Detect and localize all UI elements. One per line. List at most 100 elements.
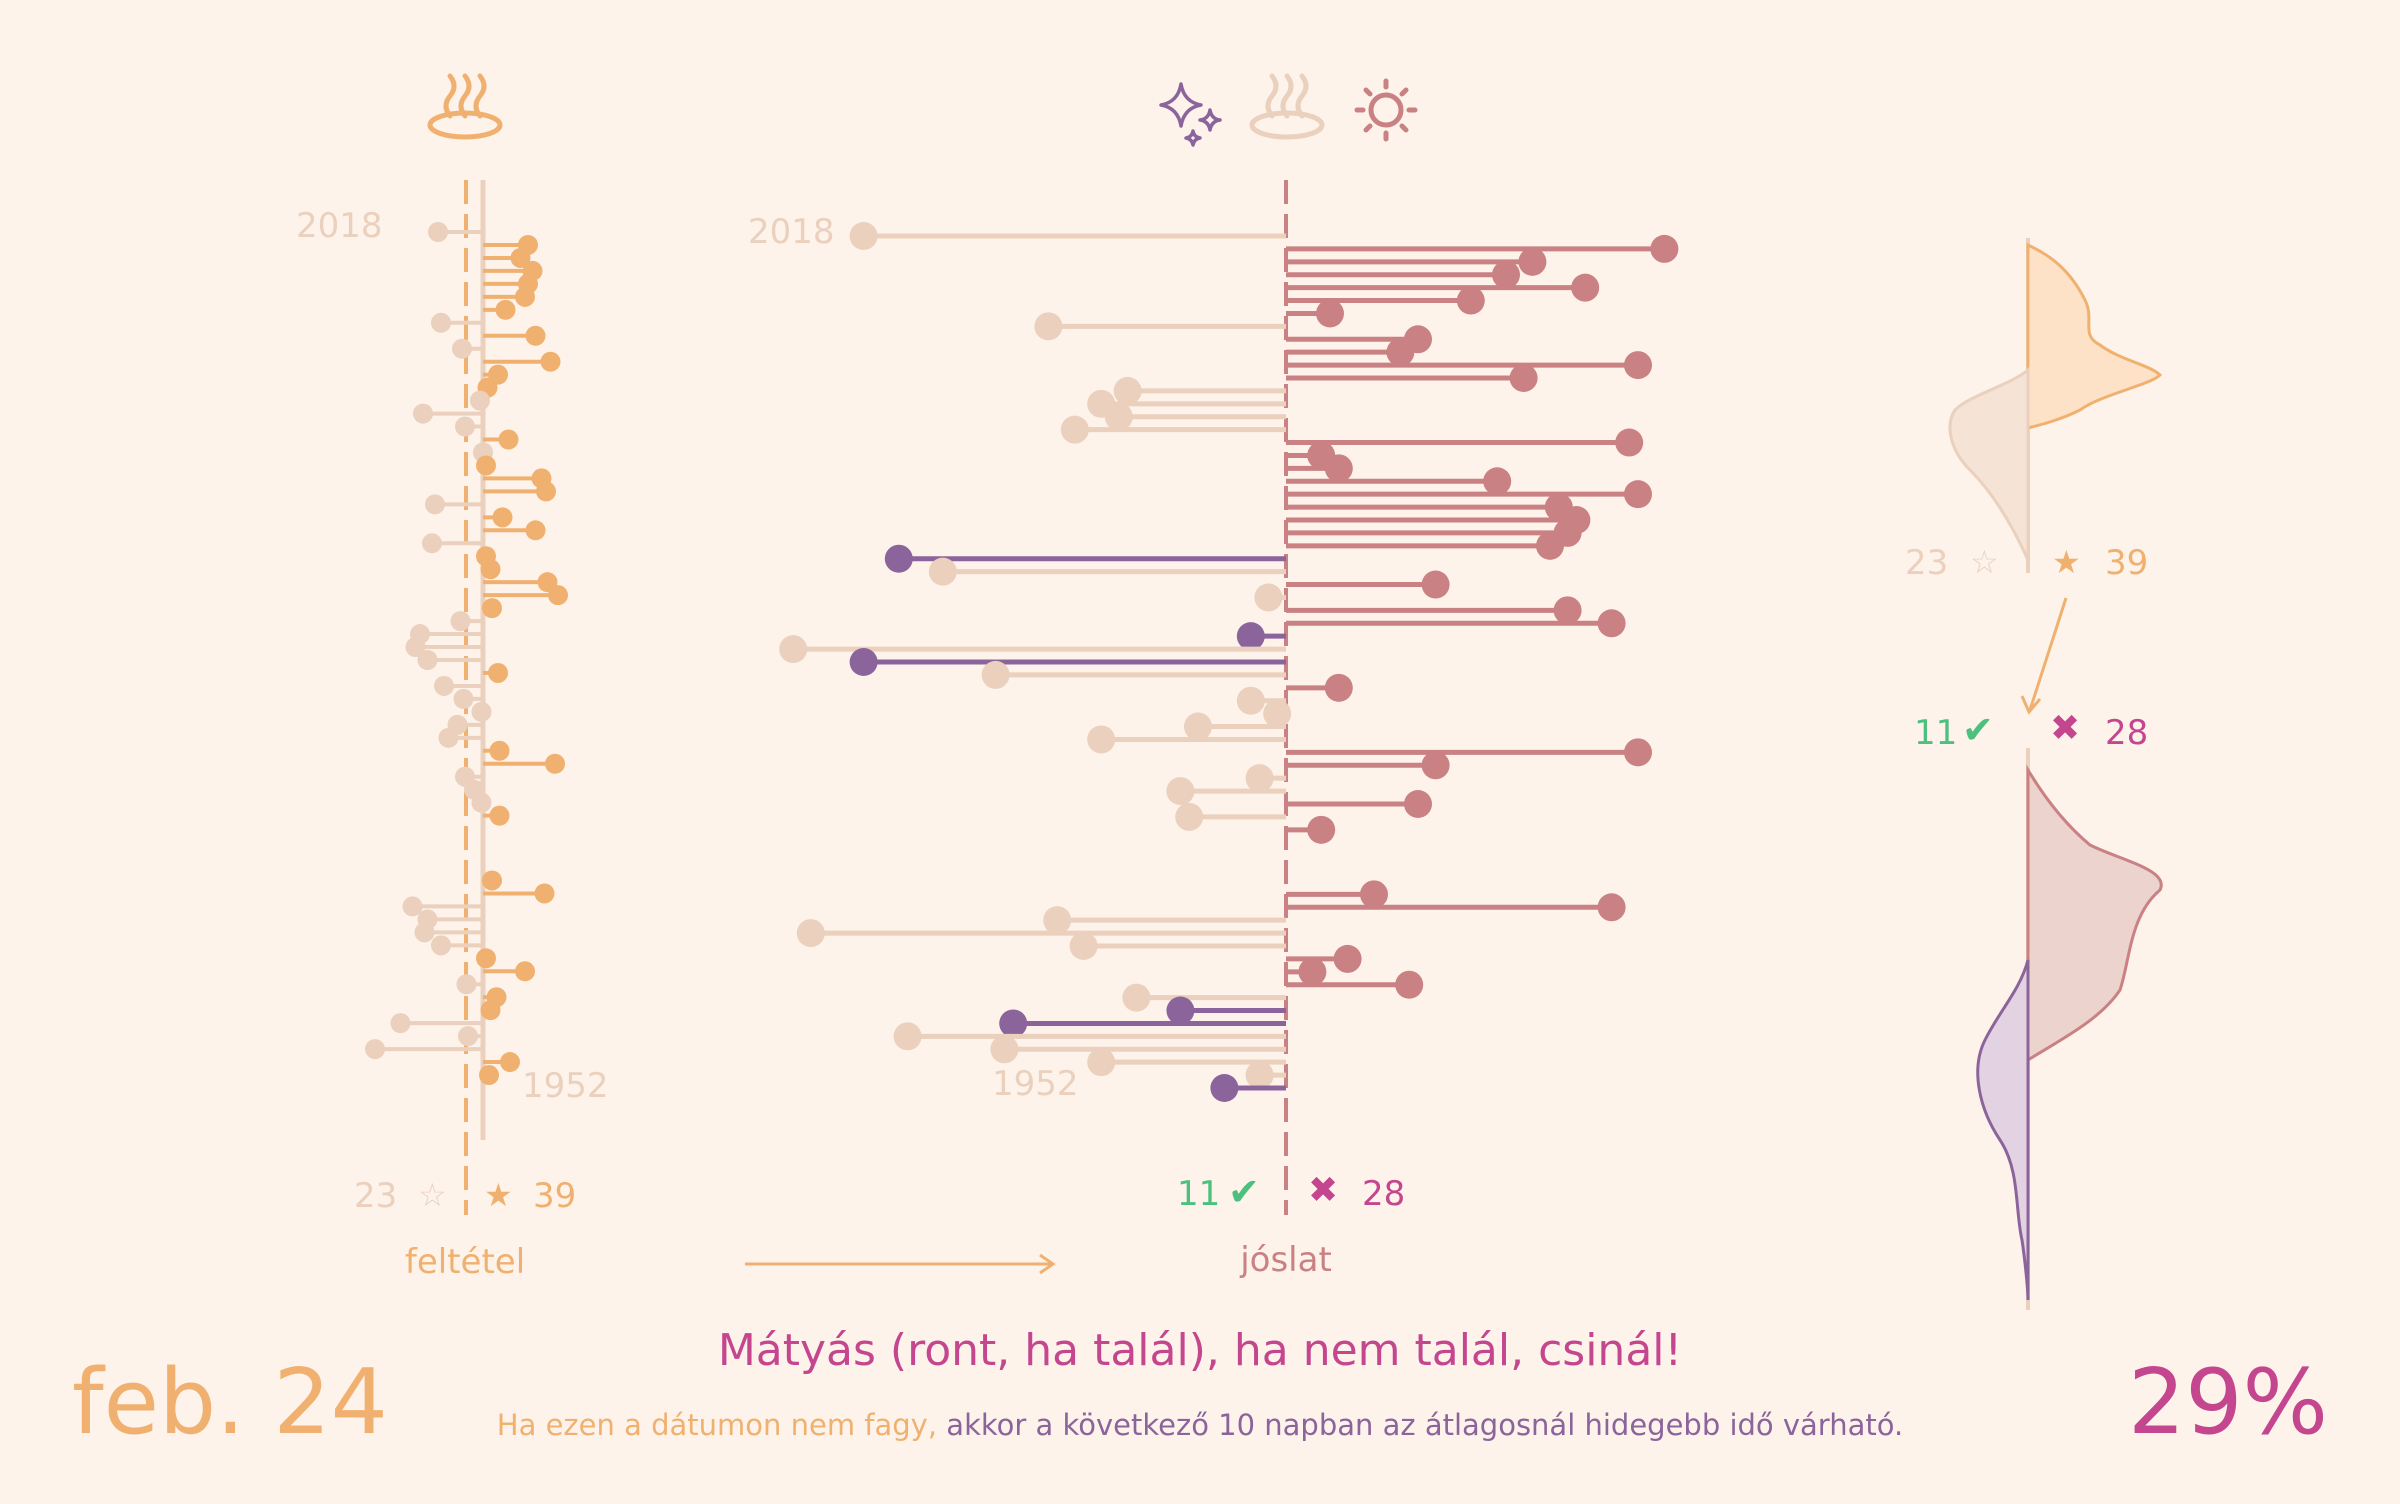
lollipop-dot-1973 xyxy=(1175,802,1204,831)
lollipop-dot-2012 xyxy=(1316,299,1344,328)
lollipop-dot-1985 xyxy=(417,650,438,670)
left-axis-label: feltétel xyxy=(404,1242,526,1282)
lollipop-dot-2015 xyxy=(1492,260,1520,289)
lollipop-dot-1966 xyxy=(402,896,423,917)
flow-arrow xyxy=(2028,597,2068,711)
sun-icon xyxy=(1354,78,1418,142)
lollipop-dot-2010 xyxy=(525,325,546,346)
mid-count-hit: 11 xyxy=(1177,1174,1221,1214)
left-count-met: 39 xyxy=(533,1176,577,1216)
lollipop-dot-1963 xyxy=(1069,932,1098,960)
lollipop-dot-2000 xyxy=(476,455,496,476)
right-distribution-panel xyxy=(1948,238,2163,1310)
lollipop-dot-1956 xyxy=(893,1022,922,1051)
lollipop-dot-1977 xyxy=(1421,751,1450,780)
sparkles-icon xyxy=(1159,82,1222,147)
lollipop-dot-1967 xyxy=(1360,880,1388,909)
lollipop-dot-2013 xyxy=(515,286,535,307)
lollipop-dot-1979 xyxy=(1087,725,1116,754)
lollipop-dot-1986 xyxy=(779,635,808,664)
lollipop-dot-1984 xyxy=(981,660,1010,689)
lollipop-dot-1954 xyxy=(500,1052,520,1073)
lollipop-dot-1962 xyxy=(476,948,496,969)
left-dot-plot xyxy=(365,222,568,1086)
lollipop-dot-2006 xyxy=(1113,376,1142,405)
lollipop-dot-1992 xyxy=(480,559,501,580)
lollipop-dot-1990 xyxy=(548,585,568,606)
hot-springs-icon xyxy=(427,73,503,140)
lollipop-dot-1966 xyxy=(1597,893,1626,922)
filled-star-icon: ★ xyxy=(2052,543,2081,581)
lollipop-dot-1972 xyxy=(1307,815,1336,844)
hit-density xyxy=(1976,959,2030,1301)
not-met-density xyxy=(1948,366,2030,561)
lollipop-dot-2008 xyxy=(1624,351,1652,380)
lollipop-dot-1982 xyxy=(1236,686,1265,715)
lollipop-dot-1974 xyxy=(471,792,492,813)
lollipop-dot-2007 xyxy=(1509,364,1538,392)
lollipop-dot-1994 xyxy=(422,533,442,554)
lollipop-dot-1992 xyxy=(928,557,957,586)
lollipop-dot-1960 xyxy=(1395,970,1424,999)
lollipop-dot-1988 xyxy=(1597,609,1626,638)
lollipop-dot-1989 xyxy=(482,598,502,619)
lollipop-dot-1983 xyxy=(1324,673,1353,702)
lollipop-dot-1968 xyxy=(482,870,502,891)
lollipop-dot-1974 xyxy=(1404,790,1432,818)
percent-label: 29% xyxy=(2127,1350,2328,1455)
lollipop-dot-1958 xyxy=(480,1000,501,1021)
lollipop-dot-1998 xyxy=(536,481,556,502)
lollipop-dot-1983 xyxy=(434,675,454,696)
lollipop-dot-1957 xyxy=(999,1009,1028,1038)
lollipop-dot-2004 xyxy=(1104,402,1133,431)
mid-dot-plot xyxy=(779,222,1679,1102)
lollipop-dot-1994 xyxy=(1536,531,1564,560)
lollipop-dot-2017 xyxy=(1650,234,1679,263)
lollipop-dot-2009 xyxy=(452,338,472,359)
right-count-miss: 28 xyxy=(2105,713,2149,753)
lollipop-dot-1958 xyxy=(1166,996,1195,1025)
lollipop-dot-1962 xyxy=(1333,944,1362,973)
lollipop-dot-1991 xyxy=(1421,570,1450,599)
cross-icon: ✖ xyxy=(1308,1170,1339,1211)
left-year-bottom: 1952 xyxy=(522,1066,609,1106)
date-label: feb. 24 xyxy=(72,1350,388,1455)
lollipop-dot-1975 xyxy=(1166,777,1195,806)
lollipop-dot-1981 xyxy=(471,701,492,722)
hot-springs-icon xyxy=(1249,73,1325,140)
lollipop-dot-1959 xyxy=(1122,983,1151,1012)
right-count-met: 39 xyxy=(2105,543,2149,583)
mid-year-top: 2018 xyxy=(748,212,835,252)
lollipop-dot-1980 xyxy=(1184,712,1212,741)
explanation-part2: akkor a következő 10 napban az átlagosná… xyxy=(946,1408,1904,1442)
lollipop-dot-2003 xyxy=(455,416,475,437)
lollipop-dot-1978 xyxy=(1624,738,1652,767)
lollipop-dot-1999 xyxy=(1483,467,1512,496)
lollipop-dot-1986 xyxy=(405,637,426,658)
lollipop-dot-2009 xyxy=(1386,338,1415,367)
lollipop-dot-1989 xyxy=(1553,596,1582,625)
lollipop-dot-1981 xyxy=(1263,699,1292,728)
lollipop-dot-1993 xyxy=(884,544,913,573)
lollipop-dot-1977 xyxy=(545,753,565,774)
lollipop-dot-1954 xyxy=(1087,1048,1116,1077)
lollipop-dot-1953 xyxy=(479,1065,499,1086)
met-density xyxy=(2026,242,2163,430)
lollipop-dot-2002 xyxy=(1615,428,1644,457)
lollipop-dot-1964 xyxy=(796,919,825,948)
lollipop-dot-1987 xyxy=(1236,622,1265,651)
lollipop-dot-2005 xyxy=(470,390,490,411)
lollipop-dot-1960 xyxy=(456,974,477,995)
mid-count-miss: 28 xyxy=(1362,1174,1406,1214)
lollipop-dot-1976 xyxy=(1245,764,1274,793)
lollipop-dot-1982 xyxy=(453,688,474,709)
explanation-line: Ha ezen a dátumon nem fagy, akkor a köve… xyxy=(0,1408,2400,1442)
saying-title: Mátyás (ront, ha talál), ha nem talál, c… xyxy=(717,1325,1683,1376)
lollipop-dot-1985 xyxy=(849,648,878,676)
mid-axis-label: jóslat xyxy=(1240,1240,1332,1280)
lollipop-dot-2014 xyxy=(1571,273,1600,302)
lollipop-dot-2000 xyxy=(1324,454,1353,483)
lollipop-dot-1965 xyxy=(1043,906,1072,935)
